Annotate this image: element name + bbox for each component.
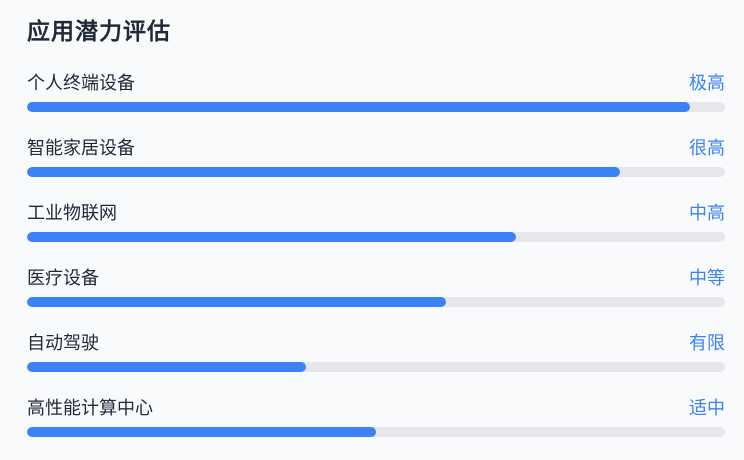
list-item: 智能家居设备 很高 <box>27 135 725 200</box>
progress-track <box>27 102 725 112</box>
item-level: 适中 <box>689 398 725 419</box>
list-item: 医疗设备 中等 <box>27 265 725 330</box>
item-label: 个人终端设备 <box>27 73 135 94</box>
list-item-header: 个人终端设备 极高 <box>27 70 725 98</box>
progress-track <box>27 362 725 372</box>
list-item: 高性能计算中心 适中 <box>27 395 725 460</box>
progress-fill <box>27 362 307 372</box>
list-item-header: 自动驾驶 有限 <box>27 330 725 358</box>
potential-list: 个人终端设备 极高 智能家居设备 很高 工业物联网 中高 <box>27 70 725 460</box>
item-level: 很高 <box>689 138 725 159</box>
list-item-header: 工业物联网 中高 <box>27 200 725 228</box>
panel-title: 应用潜力评估 <box>27 18 171 45</box>
item-label: 医疗设备 <box>27 268 99 289</box>
list-item-header: 智能家居设备 很高 <box>27 135 725 163</box>
progress-track <box>27 232 725 242</box>
list-item: 个人终端设备 极高 <box>27 70 725 135</box>
list-item: 工业物联网 中高 <box>27 200 725 265</box>
progress-fill <box>27 102 691 112</box>
progress-fill <box>27 297 446 307</box>
item-label: 自动驾驶 <box>27 333 99 354</box>
item-label: 工业物联网 <box>27 203 117 224</box>
progress-fill <box>27 167 621 177</box>
item-level: 有限 <box>689 333 725 354</box>
progress-track <box>27 427 725 437</box>
potential-panel: 应用潜力评估 个人终端设备 极高 智能家居设备 很高 工业物联网 中高 <box>27 0 725 448</box>
list-item: 自动驾驶 有限 <box>27 330 725 395</box>
item-level: 中高 <box>689 203 725 224</box>
progress-track <box>27 297 725 307</box>
item-label: 高性能计算中心 <box>27 398 153 419</box>
item-level: 中等 <box>689 268 725 289</box>
list-item-header: 医疗设备 中等 <box>27 265 725 293</box>
progress-fill <box>27 427 376 437</box>
progress-fill <box>27 232 516 242</box>
progress-track <box>27 167 725 177</box>
list-item-header: 高性能计算中心 适中 <box>27 395 725 423</box>
item-label: 智能家居设备 <box>27 138 135 159</box>
item-level: 极高 <box>689 73 725 94</box>
